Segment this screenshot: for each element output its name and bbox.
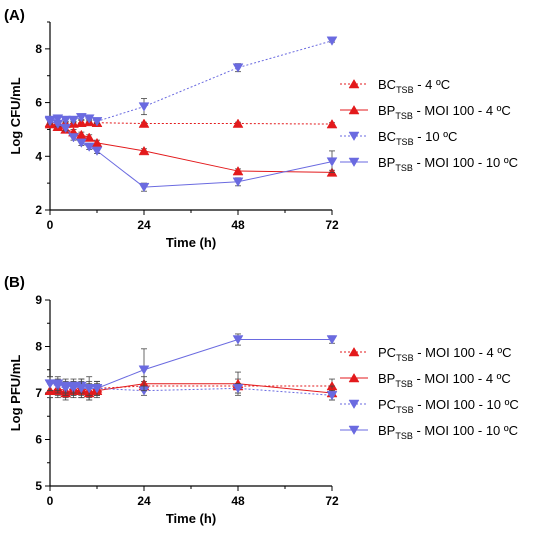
data-point [232,335,244,345]
panel-label: (B) [4,274,25,291]
legend-label: BCTSB - 4 ºC [378,77,450,95]
series-line [50,339,332,389]
x-tick-label: 72 [325,218,339,232]
data-point [83,114,95,124]
data-point [138,102,150,112]
data-point [91,137,103,148]
data-point [326,335,338,345]
x-axis-title: Time (h) [166,511,216,526]
series-line [50,121,333,125]
data-point [68,115,79,126]
legend-entry: BPTSB - MOI 100 - 4 ºC [340,103,511,121]
series-line [49,40,333,122]
legend-marker [348,347,360,357]
data-point [75,138,87,148]
data-point [75,113,87,123]
x-tick-label: 72 [325,494,339,508]
data-point [232,63,244,73]
legend-entry: BCTSB - 10 ºC [340,129,457,147]
data-point [83,132,95,142]
series-4 [44,117,338,193]
legend-label: BCTSB - 10 ºC [378,129,457,147]
data-point [44,117,56,127]
data-point [138,145,150,156]
y-tick-label: 6 [35,96,42,110]
y-tick-label: 6 [35,433,42,447]
series-3 [44,36,338,127]
legend-marker [348,131,360,141]
data-point [232,384,244,394]
data-point [326,391,338,401]
data-point [60,381,72,392]
series-line [50,383,333,394]
x-tick-label: 0 [47,494,54,508]
data-point [326,157,338,167]
data-point [60,123,72,134]
legend-entry: PCTSB - MOI 100 - 10 ºC [340,397,519,415]
data-point [232,166,244,176]
data-point [91,117,103,127]
data-point [232,118,244,128]
data-point [83,384,95,394]
y-tick-label: 8 [35,42,42,56]
series-line [49,120,333,188]
x-axis-title: Time (h) [166,235,216,250]
legend-marker [348,79,360,89]
legend-marker [348,373,360,383]
y-tick-label: 7 [35,386,42,400]
y-tick-label: 2 [35,203,42,217]
data-point [52,119,64,130]
legend-label: BPTSB - MOI 100 - 10 ºC [378,423,518,441]
x-tick-label: 24 [137,494,151,508]
x-tick-label: 24 [137,218,151,232]
y-tick-label: 8 [35,340,42,354]
data-point [138,118,150,128]
data-point [60,115,72,126]
legend-label: BPTSB - MOI 100 - 10 ºC [378,155,518,173]
legend-entry: PCTSB - MOI 100 - 4 ºC [340,345,512,363]
legend-entry: BCTSB - 4 ºC [340,77,450,95]
data-point [91,384,103,394]
series-4 [44,333,338,401]
series-line [49,385,332,392]
x-tick-label: 48 [231,218,245,232]
y-axis-title: Log PFU/mL [8,355,23,432]
legend-marker [348,425,360,435]
y-axis-title: Log CFU/mL [8,77,23,154]
y-tick-label: 9 [35,293,42,307]
data-point [68,133,79,143]
x-tick-label: 0 [47,218,54,232]
data-point [91,146,103,156]
data-point [326,119,338,129]
x-tick-label: 48 [231,494,245,508]
legend-label: BPTSB - MOI 100 - 4 ºC [378,103,511,121]
data-point [232,177,244,187]
legend-entry: BPTSB - MOI 100 - 10 ºC [340,155,518,173]
data-point [52,114,64,124]
legend-entry: BPTSB - MOI 100 - 4 ºC [340,371,511,389]
data-point [138,182,150,193]
legend-label: PCTSB - MOI 100 - 4 ºC [378,345,512,363]
series-line [49,123,333,173]
data-point [326,36,338,46]
panel-label: (A) [4,7,25,24]
legend-label: PCTSB - MOI 100 - 10 ºC [378,397,519,415]
legend-marker [348,105,360,115]
series-line [49,383,333,396]
y-tick-label: 5 [35,479,42,493]
legend-marker [348,157,360,167]
legend-label: BPTSB - MOI 100 - 4 ºC [378,371,511,389]
data-point [83,142,95,152]
data-point [75,384,87,394]
data-point [138,365,150,375]
legend-entry: BPTSB - MOI 100 - 10 ºC [340,423,518,441]
data-point [75,117,87,127]
legend-marker [348,399,360,409]
y-tick-label: 4 [35,149,42,163]
panel-b: (B) 5 6 7 8 9 0 24 48 72 Time (h) Log PFU/mL PCTSB -… [4,274,519,526]
data-point [44,379,56,389]
